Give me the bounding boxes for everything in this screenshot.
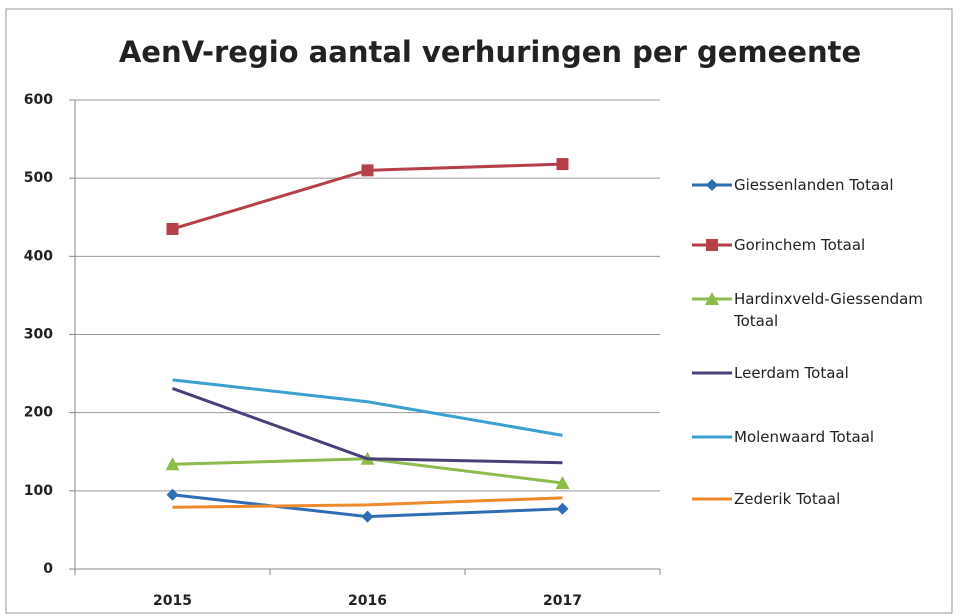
x-tick-label: 2016 [348, 593, 387, 609]
y-tick-label: 300 [24, 327, 53, 343]
legend-swatch [692, 371, 732, 375]
legend-label: Giessenlanden Totaal [734, 176, 894, 194]
legend-item: Zederik Totaal [690, 488, 954, 510]
marker [705, 292, 719, 305]
y-tick-label: 600 [24, 92, 53, 108]
y-tick-label: 200 [24, 405, 53, 421]
marker [706, 179, 718, 191]
marker [166, 222, 179, 235]
legend-swatch [692, 239, 732, 251]
y-tick-label: 0 [43, 561, 53, 577]
marker [555, 476, 570, 490]
legend-label: Leerdam Totaal [734, 364, 849, 382]
chart-frame [5, 8, 953, 614]
legend-item: Giessenlanden Totaal [690, 174, 954, 196]
legend-item: Leerdam Totaal [690, 362, 954, 384]
marker [556, 502, 569, 515]
legend-label: Zederik Totaal [734, 490, 841, 508]
legend-swatch [692, 435, 732, 439]
legend-swatch [692, 497, 732, 501]
marker [556, 158, 569, 171]
legend-item: Gorinchem Totaal [690, 234, 954, 256]
y-tick-label: 500 [24, 170, 53, 186]
legend-item: Molenwaard Totaal [690, 426, 954, 448]
marker [361, 510, 374, 523]
chart-title: AenV-regio aantal verhuringen per gemeen… [119, 35, 861, 69]
marker [166, 488, 179, 501]
x-tick-label: 2015 [153, 593, 192, 609]
legend-label: Molenwaard Totaal [734, 428, 875, 446]
y-tick-label: 400 [24, 248, 53, 264]
marker [165, 457, 180, 471]
series-line [171, 387, 563, 465]
marker [361, 164, 374, 177]
y-tick-label: 100 [24, 483, 53, 499]
legend-label: Hardinxveld-Giessendam Totaal [734, 290, 923, 330]
x-tick-label: 2017 [543, 593, 582, 609]
marker [706, 239, 718, 251]
legend-label: Gorinchem Totaal [734, 236, 866, 254]
series-line [172, 496, 563, 509]
legend-swatch [692, 292, 732, 305]
legend-swatch [692, 179, 732, 191]
legend-item: Hardinxveld-Giessendam Totaal [690, 288, 954, 332]
series-line [172, 378, 563, 437]
